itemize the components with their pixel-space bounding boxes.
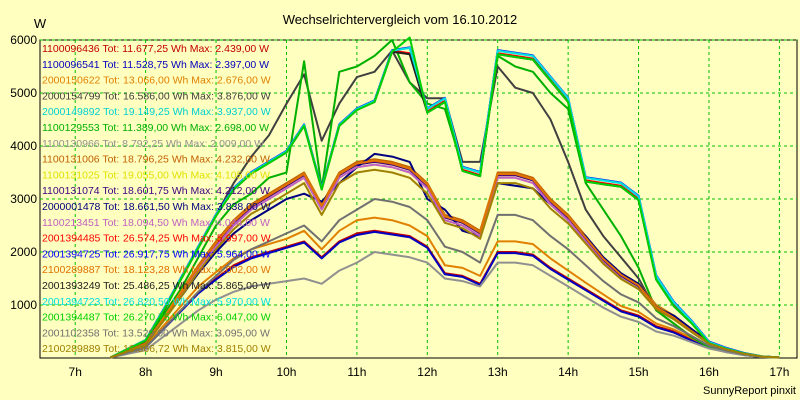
y-tick-label: 1000 <box>10 298 37 312</box>
x-tick-label: 16h <box>699 365 719 379</box>
series-line-2100289889 <box>110 168 780 359</box>
x-tick-label: 11h <box>347 365 366 379</box>
x-tick-label: 14h <box>558 365 578 379</box>
legend-entry-1100096436: 1100096436 Tot: 11.677,25 Wh Max: 2.439,… <box>42 43 269 55</box>
x-tick-label: 7h <box>69 365 82 379</box>
y-tick-label: 2000 <box>10 245 37 259</box>
y-tick-label: 3000 <box>10 192 37 206</box>
legend-entry-2000150622: 2000150622 Tot: 13.066,00 Wh Max: 2.676,… <box>42 75 271 87</box>
legend-entry-2100289889: 2100289889 Tot: 16.566,72 Wh Max: 3.815,… <box>42 343 271 355</box>
series-line-1100096436 <box>110 229 780 359</box>
legend-entry-1100213451: 1100213451 Tot: 18.094,50 Wh Max: 4.044,… <box>42 217 270 229</box>
legend-entry-1100096541: 1100096541 Tot: 11.528,75 Wh Max: 2.397,… <box>42 59 269 71</box>
legend-entry-2100289887: 2100289887 Tot: 18.123,28 Wh Max: 4.002,… <box>42 264 271 276</box>
legend-entry-2001394485: 2001394485 Tot: 26.574,25 Wh Max: 5.997,… <box>42 233 271 245</box>
x-tick-label: 9h <box>209 365 222 379</box>
series-line-2100289887 <box>110 159 780 359</box>
legend-entry-2001102358: 2001102358 Tot: 13.529,00 Wh Max: 3.095,… <box>42 327 270 339</box>
legend-entry-1100130966: 1100130966 Tot: 8.792,25 Wh Max: 2.009,0… <box>42 138 264 150</box>
legend-entry-2001394725: 2001394725 Tot: 26.917,75 Wh Max: 5.964,… <box>42 248 271 260</box>
y-axis-unit-label: W <box>34 16 47 31</box>
axis-tick-labels: 1000 2000 3000 4000 5000 6000 7h 8h 9h 10h 11h 12h 1… <box>10 33 789 379</box>
legend-entry-2000154799: 2000154799 Tot: 16.586,00 Wh Max: 3.876,… <box>42 90 271 102</box>
chart-title: Wechselrichtervergleich vom 16.10.2012 <box>283 12 518 27</box>
legend-entry-1100131074: 1100131074 Tot: 18.601,75 Wh Max: 4.212,… <box>42 185 270 197</box>
y-tick-label: 5000 <box>10 86 37 100</box>
legend-entry-1100131025: 1100131025 Tot: 19.055,00 Wh Max: 4.105,… <box>42 169 270 181</box>
legend-entry-1100129553: 1100129553 Tot: 11.389,00 Wh Max: 2.698,… <box>42 122 269 134</box>
y-tick-label: 4000 <box>10 139 37 153</box>
legend-entry-2001394487: 2001394487 Tot: 26.270,75 Wh Max: 6.047,… <box>42 312 271 324</box>
legend-entry-1100131006: 1100131006 Tot: 18.796,25 Wh Max: 4.232,… <box>42 154 270 166</box>
x-tick-label: 12h <box>417 365 437 379</box>
y-tick-label: 6000 <box>10 33 37 47</box>
chart-footer-credit: SunnyReport pinxit <box>703 385 796 397</box>
series-line-2000001478 <box>110 152 780 359</box>
x-tick-label: 8h <box>139 365 152 379</box>
x-tick-label: 17h <box>769 365 789 379</box>
series-line-1100096541 <box>110 230 780 359</box>
x-tick-label: 13h <box>488 365 508 379</box>
x-tick-label: 10h <box>276 365 296 379</box>
x-tick-label: 15h <box>629 365 649 379</box>
series-lines <box>109 36 780 359</box>
series-line-2001394487 <box>109 36 780 359</box>
legend-entry-2001394723: 2001394723 Tot: 26.820,50 Wh Max: 5.970,… <box>42 296 271 308</box>
legend-entry-2000001478: 2000001478 Tot: 18.661,50 Wh Max: 3.838,… <box>42 201 271 213</box>
series-line-1100130966 <box>110 251 780 359</box>
legend-entry-2000149892: 2000149892 Tot: 19.149,25 Wh Max: 3.937,… <box>42 106 271 118</box>
series-line-2000150622 <box>110 216 780 359</box>
legend-entry-2001393249: 2001393249 Tot: 25.486,25 Wh Max: 5.865,… <box>42 280 271 292</box>
legend: 1100096436 Tot: 11.677,25 Wh Max: 2.439,… <box>42 43 271 355</box>
series-line-2001102358 <box>110 198 780 359</box>
